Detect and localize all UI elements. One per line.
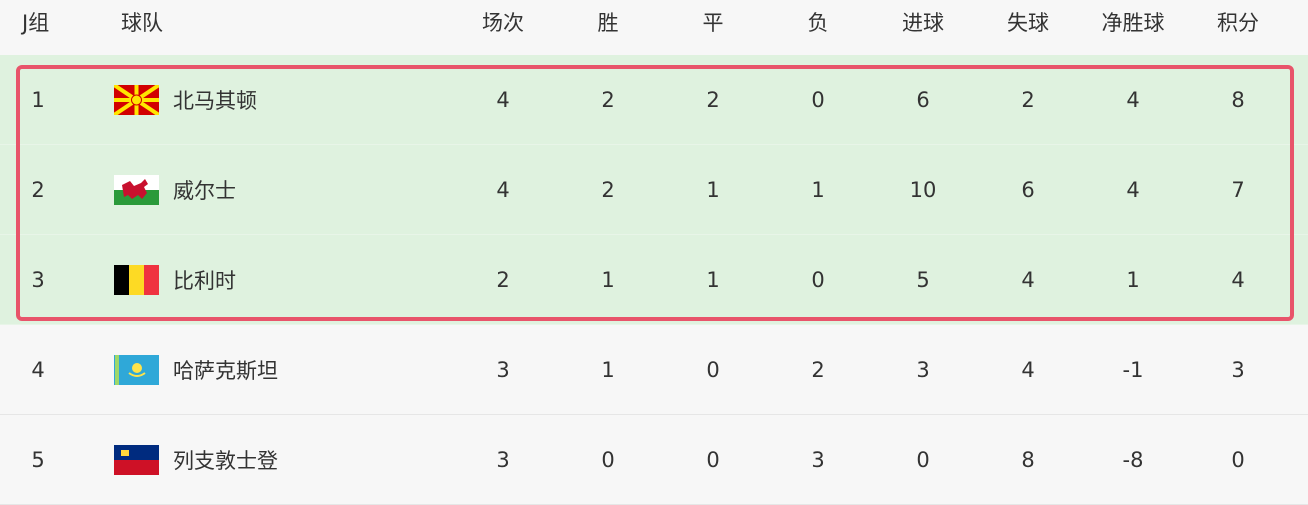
stat-cell: 2 xyxy=(706,87,720,112)
stat-cell: 1 xyxy=(1126,267,1140,292)
column-header[interactable]: 积分 xyxy=(1217,11,1259,35)
column-header[interactable]: 进球 xyxy=(902,11,944,35)
team-name[interactable]: 比利时 xyxy=(173,268,236,293)
stat-cell: 2 xyxy=(601,177,615,202)
team-name[interactable]: 哈萨克斯坦 xyxy=(173,358,278,383)
rank: 4 xyxy=(31,357,45,382)
table-row[interactable]: 5 列支敦士登 3 0 0 3 0 8 -8 0 xyxy=(0,415,1308,505)
stat-cell: 7 xyxy=(1231,177,1245,202)
belgium-flag-icon xyxy=(114,264,159,295)
stat-cell: 0 xyxy=(811,267,825,292)
stat-cell: 2 xyxy=(601,87,615,112)
column-header[interactable]: 失球 xyxy=(1007,11,1049,35)
stat-cell: 2 xyxy=(496,267,510,292)
stat-cell: 2 xyxy=(811,357,825,382)
column-header[interactable]: 场次 xyxy=(482,11,524,35)
stat-cell: 2 xyxy=(1021,87,1035,112)
stat-cell: 1 xyxy=(706,177,720,202)
column-header[interactable]: 胜 xyxy=(597,11,619,35)
stat-cell: 4 xyxy=(496,177,510,202)
stat-cell: 4 xyxy=(1231,267,1245,292)
table-row[interactable]: 2 威尔士 4 2 1 1 10 6 4 7 xyxy=(0,145,1308,235)
column-header[interactable]: 负 xyxy=(807,11,829,35)
rank: 5 xyxy=(31,447,45,472)
stat-cell: 0 xyxy=(601,447,615,472)
stat-cell: 3 xyxy=(811,447,825,472)
stat-cell: 1 xyxy=(706,267,720,292)
stat-cell: 4 xyxy=(1021,267,1035,292)
table-header: J组 球队 场次 胜 平 负 进球 失球 净胜球 积分 xyxy=(0,0,1308,55)
stat-cell: 0 xyxy=(916,447,930,472)
stat-cell: -1 xyxy=(1122,357,1144,382)
stat-cell: -8 xyxy=(1122,447,1144,472)
stat-cell: 1 xyxy=(811,177,825,202)
stat-cell: 3 xyxy=(496,357,510,382)
table-row[interactable]: 1 北马其顿 4 2 2 0 6 2 4 8 xyxy=(0,55,1308,145)
stat-cell: 8 xyxy=(1231,87,1245,112)
group-header: J组 xyxy=(22,11,50,35)
kazakhstan-flag-icon xyxy=(114,354,159,385)
column-header[interactable]: 平 xyxy=(702,11,724,35)
stat-cell: 3 xyxy=(916,357,930,382)
rank: 1 xyxy=(31,87,45,112)
stat-cell: 4 xyxy=(1126,177,1140,202)
table-row[interactable]: 3 比利时 2 1 1 0 5 4 1 4 xyxy=(0,235,1308,325)
stat-cell: 4 xyxy=(496,87,510,112)
stat-cell: 0 xyxy=(706,447,720,472)
column-header[interactable]: 净胜球 xyxy=(1101,11,1165,35)
stat-cell: 5 xyxy=(916,267,930,292)
liechtenstein-flag-icon xyxy=(114,444,159,475)
stat-cell: 6 xyxy=(916,87,930,112)
team-header: 球队 xyxy=(121,11,163,35)
stat-cell: 3 xyxy=(1231,357,1245,382)
stat-cell: 4 xyxy=(1021,357,1035,382)
stat-cell: 4 xyxy=(1126,87,1140,112)
stat-cell: 1 xyxy=(601,357,615,382)
north-macedonia-flag-icon xyxy=(114,84,159,115)
stat-cell: 0 xyxy=(1231,447,1245,472)
rank: 2 xyxy=(31,177,45,202)
stat-cell: 0 xyxy=(706,357,720,382)
stat-cell: 10 xyxy=(909,177,937,202)
stat-cell: 3 xyxy=(496,447,510,472)
table-row[interactable]: 4 哈萨克斯坦 3 1 0 2 3 4 -1 3 xyxy=(0,325,1308,415)
rank: 3 xyxy=(31,267,45,292)
wales-flag-icon xyxy=(114,174,159,205)
team-name[interactable]: 列支敦士登 xyxy=(173,448,278,473)
team-name[interactable]: 威尔士 xyxy=(173,178,236,203)
stat-cell: 0 xyxy=(811,87,825,112)
team-name[interactable]: 北马其顿 xyxy=(173,88,257,113)
stat-cell: 8 xyxy=(1021,447,1035,472)
stat-cell: 6 xyxy=(1021,177,1035,202)
stat-cell: 1 xyxy=(601,267,615,292)
